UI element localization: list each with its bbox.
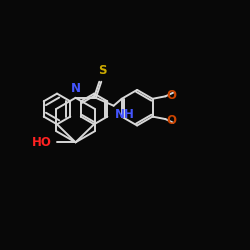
Text: O: O [166,114,176,127]
Text: NH: NH [115,108,135,121]
Text: O: O [166,88,176,102]
Text: N: N [70,82,81,95]
Text: HO: HO [32,136,52,149]
Text: S: S [98,64,107,77]
